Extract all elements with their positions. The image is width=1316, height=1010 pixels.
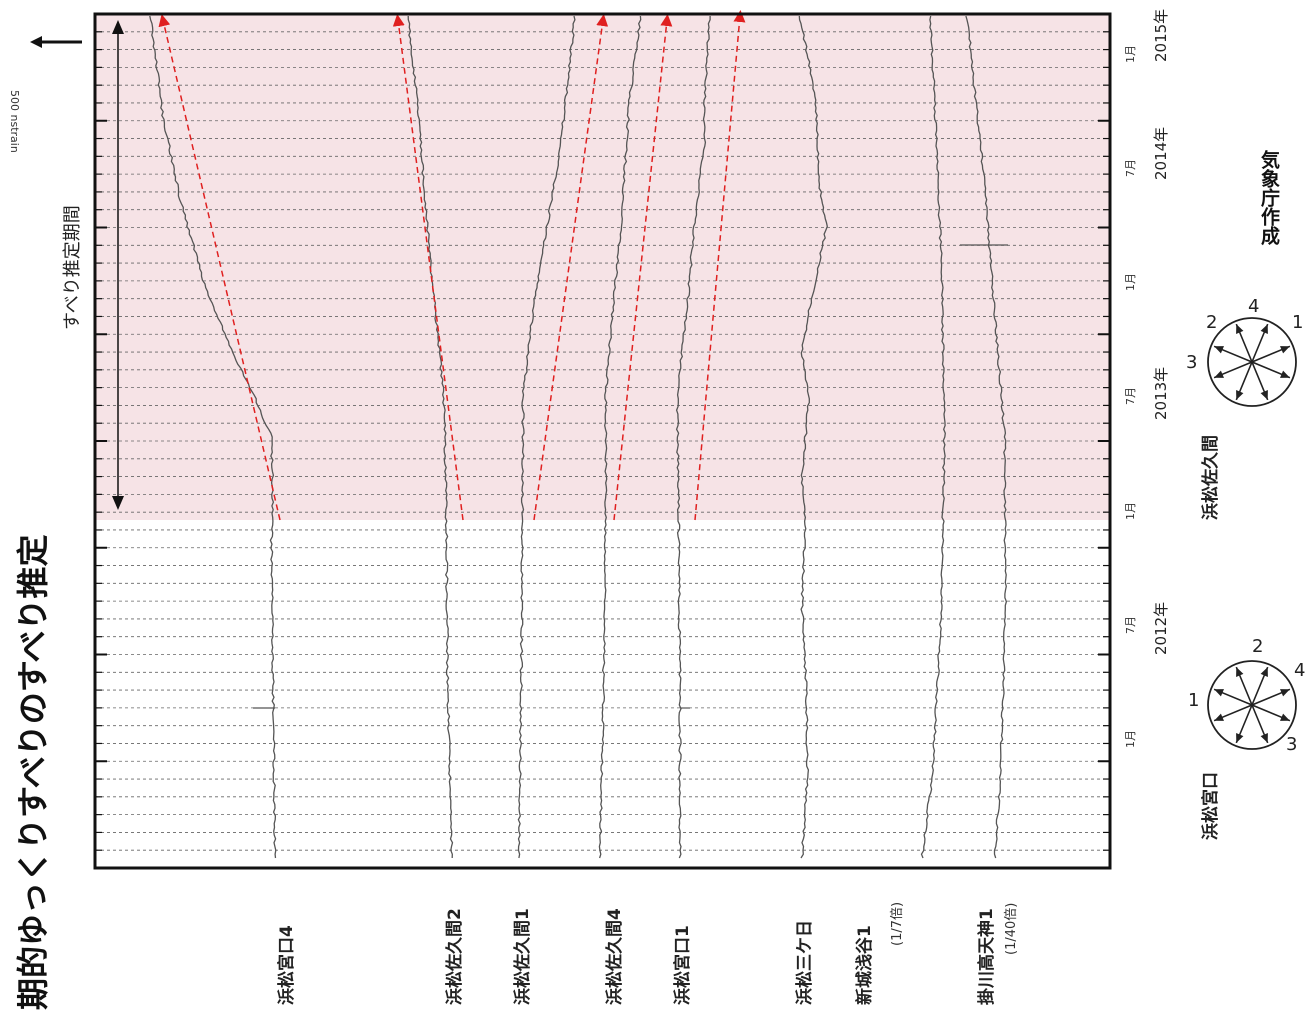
rose1-number-3: 3 xyxy=(1286,734,1298,755)
estimation-period-band xyxy=(95,14,1110,520)
estimation-period-label: すべり推定期間 xyxy=(62,205,83,330)
estimation-period-highlight-layer xyxy=(95,14,1110,520)
trace-2 xyxy=(407,15,454,859)
rose-sakuma-arrowhead xyxy=(1214,370,1224,378)
trace-6 xyxy=(798,15,828,859)
station-label-5: 浜松宮口1 xyxy=(673,925,693,1005)
period-arrow-bottom xyxy=(112,496,124,510)
trace-4 xyxy=(598,15,642,859)
month-tick-2: 7月 xyxy=(1124,616,1137,634)
year-label-2012: 2012年 xyxy=(1152,601,1170,655)
rose-sakuma-arrowhead xyxy=(1236,390,1244,400)
rose-sakuma-arrowhead xyxy=(1260,390,1268,400)
rose-label-miyaguchi: 浜松宮口 xyxy=(1201,772,1221,840)
month-tick-1: 1月 xyxy=(1124,730,1137,748)
station-label-3: 浜松佐久間1 xyxy=(513,908,533,1005)
year-label-2015: 2015年 xyxy=(1152,8,1170,62)
rose-miyaguchi-arrowhead xyxy=(1214,713,1224,721)
month-tick-3: 1月 xyxy=(1124,502,1137,520)
station-label-7: 新城浅谷1 xyxy=(855,925,875,1005)
station-note-7: (1/7倍) xyxy=(890,901,905,946)
rose-miyaguchi-arrowhead xyxy=(1214,689,1224,697)
trace-7 xyxy=(920,15,946,859)
station-label-8: 掛川高天神1 xyxy=(977,908,997,1005)
station-label-1: 浜松宮口4 xyxy=(277,925,297,1005)
trace-3 xyxy=(517,15,576,859)
trace-8 xyxy=(965,15,1008,859)
scale-label: 500 nstrain xyxy=(8,90,21,153)
plot-frame-layer xyxy=(93,12,1112,870)
rose1-number-2: 2 xyxy=(1252,636,1264,657)
rose2-number-4: 4 xyxy=(1248,296,1260,317)
plot-frame xyxy=(93,12,1112,870)
trace-1 xyxy=(149,15,277,859)
trend-arrow-5 xyxy=(694,10,746,521)
trend-arrow-3 xyxy=(533,14,609,521)
station-label-4: 浜松佐久間4 xyxy=(605,908,625,1005)
trend-arrows-layer xyxy=(158,10,746,521)
trend-arrow-2 xyxy=(392,14,464,521)
year-label-2013: 2013年 xyxy=(1152,366,1170,420)
month-tick-6: 7月 xyxy=(1124,159,1137,177)
rose-miyaguchi-arrowhead xyxy=(1280,713,1290,721)
trend-arrow-1 xyxy=(158,14,281,521)
rose-sakuma-arrowhead xyxy=(1280,370,1290,378)
trend-arrow-4 xyxy=(613,14,673,521)
rose1-number-1: 1 xyxy=(1188,690,1200,711)
year-label-2014: 2014年 xyxy=(1152,126,1170,180)
rose-miyaguchi-arrowhead xyxy=(1260,733,1268,743)
rose-sakuma-arrowhead xyxy=(1280,346,1290,354)
direction-roses-layer xyxy=(1207,317,1297,750)
trace-5 xyxy=(675,16,711,859)
station-label-2: 浜松佐久間2 xyxy=(445,908,465,1005)
rose-sakuma xyxy=(1207,317,1297,407)
rose-miyaguchi xyxy=(1207,660,1297,750)
rose2-number-3: 3 xyxy=(1186,352,1198,373)
credit-label: 気象庁作成 xyxy=(1258,150,1280,245)
station-label-6: 浜松三ケ日 xyxy=(795,920,815,1005)
rose-sakuma-arrowhead xyxy=(1236,324,1244,334)
station-note-8: (1/40倍) xyxy=(1004,902,1019,955)
rose-miyaguchi-arrowhead xyxy=(1260,667,1268,677)
rose-miyaguchi-arrowhead xyxy=(1236,667,1244,677)
month-tick-5: 1月 xyxy=(1124,273,1137,291)
scale-bar-arrowhead xyxy=(30,36,42,48)
rose-sakuma-arrowhead xyxy=(1214,346,1224,354)
strain-traces-layer xyxy=(149,15,1008,859)
month-tick-4: 7月 xyxy=(1124,387,1137,405)
period-arrow-top xyxy=(112,20,124,34)
rose-miyaguchi-arrowhead xyxy=(1236,733,1244,743)
rose-miyaguchi-arrowhead xyxy=(1280,689,1290,697)
rose-label-sakuma: 浜松佐久間 xyxy=(1201,435,1221,520)
rose1-number-4: 4 xyxy=(1294,660,1306,681)
page-title: 期的ゆっくりすべりのすべり推定 xyxy=(14,534,52,1010)
rose-sakuma-arrowhead xyxy=(1260,324,1268,334)
rose2-number-1: 1 xyxy=(1292,312,1304,333)
annotations-layer xyxy=(30,20,124,510)
rose2-number-2: 2 xyxy=(1206,312,1218,333)
month-tick-7: 1月 xyxy=(1124,45,1137,63)
